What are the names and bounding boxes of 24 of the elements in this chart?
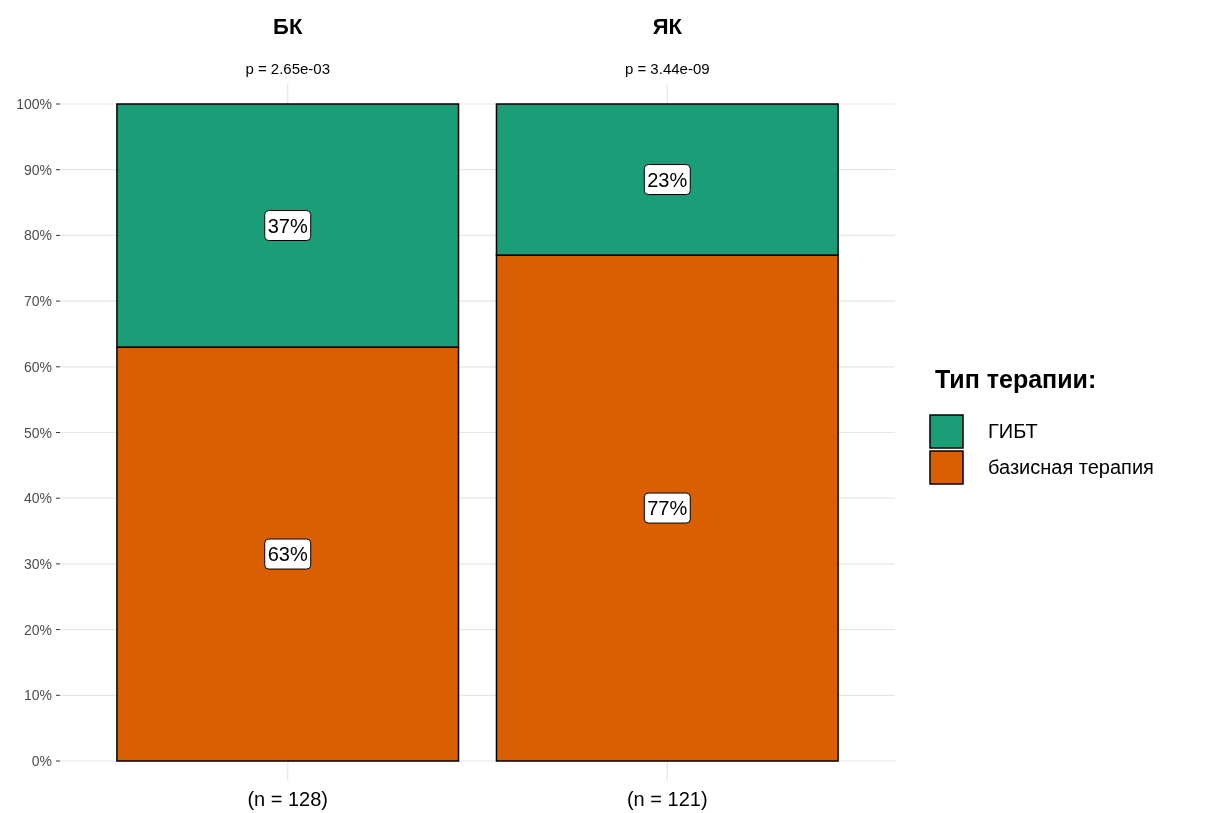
y-tick-label: 20%: [23, 621, 52, 638]
y-tick-label: 70%: [23, 293, 52, 310]
y-tick-label: 80%: [23, 227, 52, 244]
y-tick-label: 30%: [23, 555, 52, 572]
data-label: 63%: [267, 543, 308, 566]
y-tick-label: 60%: [23, 358, 52, 375]
data-label: 23%: [647, 168, 688, 191]
x-tick-label: (n = 121): [626, 788, 708, 810]
data-label: 77%: [647, 497, 688, 520]
y-tick-label: 50%: [23, 424, 52, 441]
text: p = 3.44e-09: [624, 60, 710, 77]
y-tick-label: 90%: [23, 161, 52, 178]
legend-label: базисная терапия: [988, 456, 1154, 478]
text: БК: [273, 14, 303, 39]
text: ЯК: [652, 14, 683, 39]
text: p = 2.65e-03: [245, 60, 331, 77]
legend-label: ГИБТ: [988, 420, 1038, 442]
data-label: 37%: [267, 214, 308, 237]
legend-title: Тип терапии:: [935, 365, 1097, 393]
y-tick-label: 10%: [23, 687, 52, 704]
y-tick-label: 40%: [23, 490, 52, 507]
y-tick-label: 0%: [31, 753, 52, 769]
x-tick-label: (n = 128): [247, 788, 329, 810]
y-tick-label: 100%: [16, 96, 52, 112]
